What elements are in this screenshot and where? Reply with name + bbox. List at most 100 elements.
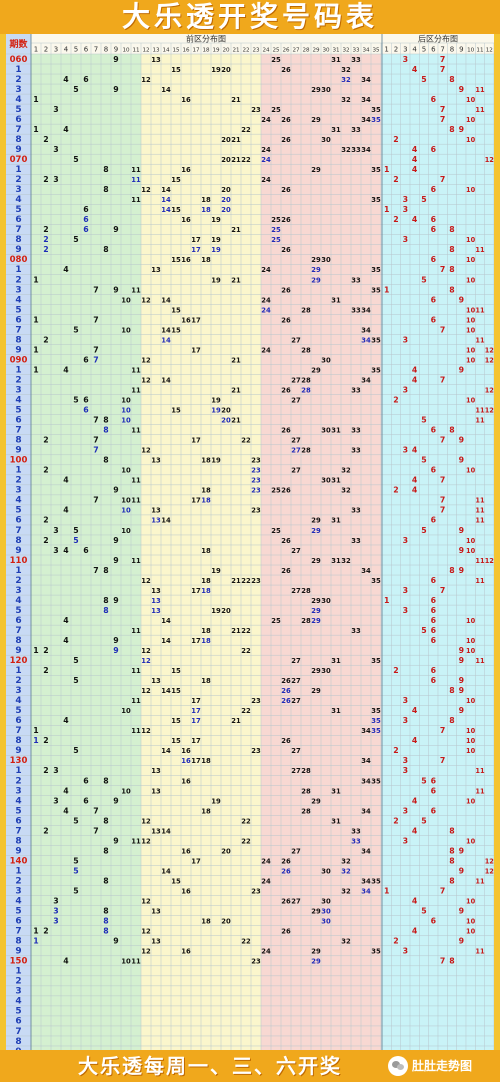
back-number: 6 <box>431 255 436 264</box>
front-number-header: 13 <box>152 48 160 54</box>
front-number: 23 <box>251 457 261 465</box>
front-number: 8 <box>103 185 108 194</box>
front-number: 33 <box>351 627 361 635</box>
back-number: 11 <box>475 336 485 344</box>
front-number: 11 <box>131 427 141 435</box>
back-number: 4 <box>412 365 418 374</box>
back-number: 7 <box>440 325 445 334</box>
period-label: 6 <box>15 616 21 626</box>
period-label: 1 <box>15 365 21 375</box>
front-number-header: 26 <box>282 48 290 54</box>
front-number: 35 <box>371 366 381 374</box>
brand-name: 肚肚走势图 <box>412 1059 473 1073</box>
period-label: 2 <box>15 676 21 686</box>
front-number: 34 <box>361 76 371 84</box>
back-number: 4 <box>412 446 418 455</box>
back-number: 6 <box>431 295 436 304</box>
front-number: 35 <box>371 717 381 725</box>
front-number: 4 <box>63 476 69 485</box>
front-number: 14 <box>161 617 171 625</box>
back-number: 4 <box>412 375 418 384</box>
front-number: 34 <box>361 807 371 815</box>
front-number: 19 <box>211 407 221 415</box>
back-number: 9 <box>459 706 464 715</box>
back-number: 9 <box>459 846 464 855</box>
front-number-header: 12 <box>142 48 149 54</box>
back-number: 10 <box>466 356 476 364</box>
period-label: 8 <box>15 135 21 145</box>
back-number: 11 <box>475 246 485 254</box>
front-number: 13 <box>151 607 161 615</box>
front-number: 21 <box>231 136 241 144</box>
front-number: 9 <box>113 536 118 545</box>
period-label: 4 <box>15 796 21 806</box>
front-number: 27 <box>291 587 301 595</box>
back-number: 2 <box>393 937 398 946</box>
front-number: 33 <box>351 427 361 435</box>
front-number: 16 <box>181 847 191 855</box>
front-number: 12 <box>141 186 151 194</box>
front-number: 32 <box>341 857 351 865</box>
back-number: 10 <box>466 236 476 244</box>
front-number: 1 <box>33 95 38 104</box>
front-number: 9 <box>113 836 118 845</box>
front-number-header: 6 <box>84 46 89 54</box>
front-number: 25 <box>271 226 281 234</box>
back-number: 6 <box>431 596 436 605</box>
front-number: 29 <box>311 597 321 605</box>
back-number: 9 <box>459 907 464 916</box>
period-label: 1 <box>15 766 21 776</box>
back-number: 10 <box>466 316 476 324</box>
period-label: 2 <box>15 75 21 85</box>
front-number: 26 <box>281 116 291 124</box>
front-number: 2 <box>43 826 48 835</box>
period-label: 6 <box>15 716 21 726</box>
front-number: 26 <box>281 246 291 254</box>
back-number-header: 9 <box>459 46 463 54</box>
back-number: 3 <box>403 696 408 705</box>
period-label: 9 <box>15 345 21 355</box>
front-number: 2 <box>43 516 48 525</box>
front-number: 21 <box>231 156 241 164</box>
period-label: 9 <box>15 947 21 957</box>
back-zone-label: 后区分布图 <box>418 34 458 44</box>
front-number: 30 <box>321 256 331 264</box>
back-number: 6 <box>431 666 436 675</box>
front-number: 20 <box>221 417 231 425</box>
front-number: 9 <box>113 596 118 605</box>
period-label: 1 <box>15 265 21 275</box>
front-number: 3 <box>53 175 58 184</box>
front-number: 17 <box>191 637 201 645</box>
front-number: 33 <box>351 507 361 515</box>
front-number: 29 <box>311 797 321 805</box>
period-label: 2 <box>15 476 21 486</box>
front-number: 2 <box>43 466 48 475</box>
period-label: 1 <box>15 165 21 175</box>
front-number: 33 <box>351 276 361 284</box>
period-label: 070 <box>10 155 28 165</box>
back-number: 3 <box>403 606 408 615</box>
front-number: 28 <box>301 807 311 815</box>
draw-schedule: 大乐透每周一、三、六开奖 <box>78 1054 342 1078</box>
front-number: 31 <box>331 477 341 485</box>
back-number: 3 <box>403 836 408 845</box>
front-number: 34 <box>361 567 371 575</box>
front-number: 30 <box>321 356 331 364</box>
front-number-header: 30 <box>322 48 330 54</box>
front-number: 13 <box>151 597 161 605</box>
back-number: 3 <box>403 947 408 956</box>
front-number: 4 <box>63 265 69 274</box>
period-label: 9 <box>15 746 21 756</box>
front-number: 28 <box>301 306 311 314</box>
front-number-header: 31 <box>332 48 340 54</box>
back-number: 2 <box>393 486 398 495</box>
period-label: 2 <box>15 275 21 285</box>
front-number: 9 <box>113 285 118 294</box>
front-number: 3 <box>53 917 58 926</box>
front-number: 35 <box>371 777 381 785</box>
front-number: 15 <box>171 306 181 314</box>
period-label: 2 <box>15 977 21 987</box>
front-number: 29 <box>311 667 321 675</box>
front-number: 27 <box>291 547 301 555</box>
period-label: 7 <box>15 225 21 235</box>
